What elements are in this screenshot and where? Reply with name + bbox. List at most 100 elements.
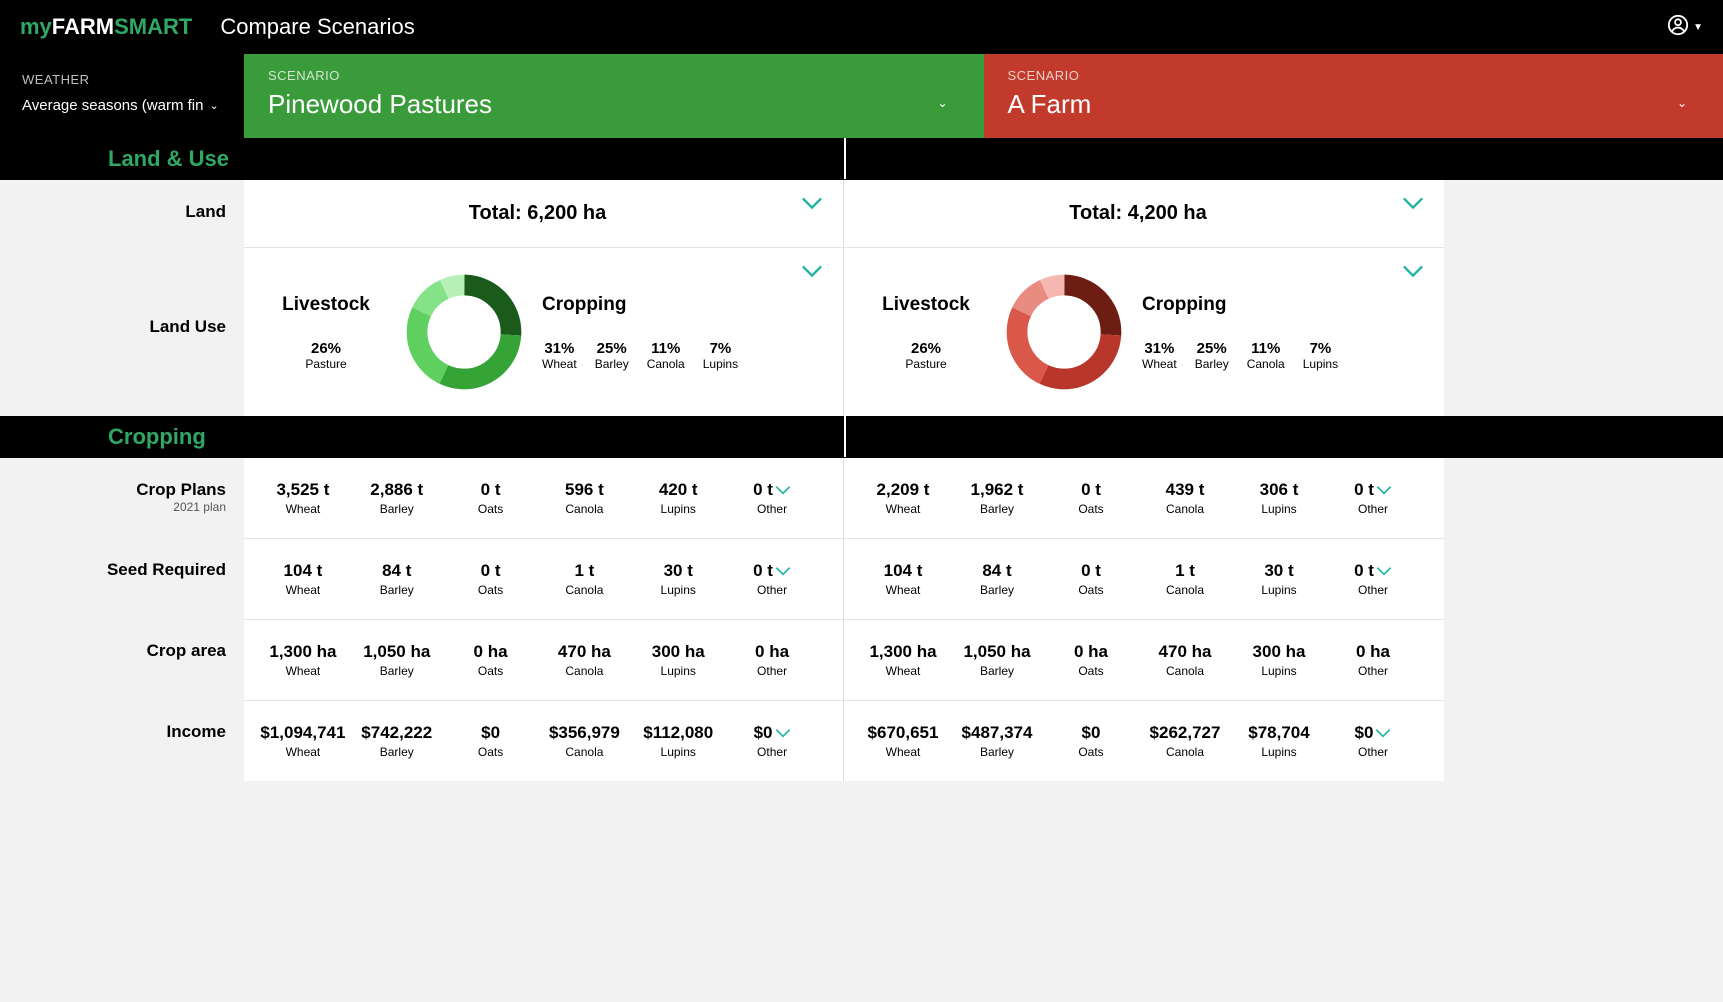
row-label-income: Income <box>0 700 244 781</box>
crop-value-cell: 0 haOats <box>1044 642 1138 678</box>
crop-col-name: Other <box>1326 583 1420 597</box>
weather-dropdown[interactable]: Average seasons (warm fin ⌄ <box>22 97 244 114</box>
land-use-a: Livestock 26% Pasture Cropping 31%Wheat2… <box>244 247 844 416</box>
crop-col-name: Other <box>725 745 819 759</box>
crop-value-cell: $112,080 Lupins <box>631 723 725 759</box>
chevron-down-icon[interactable] <box>775 480 791 500</box>
crop-value: 300 ha <box>1232 642 1326 662</box>
crop-name: Barley <box>595 357 629 371</box>
crop-value: 104 t <box>856 561 950 581</box>
crop-value: 1,050 ha <box>350 642 444 662</box>
scenario-b-label: SCENARIO <box>1008 68 1700 83</box>
crop-value: 0 t <box>1354 561 1374 581</box>
crop-col-name: Wheat <box>856 583 950 597</box>
cropping-header: Cropping <box>1142 294 1420 316</box>
crop-value: $670,651 <box>856 723 950 743</box>
crop-value: 1,300 ha <box>856 642 950 662</box>
crop-col-name: Barley <box>350 583 444 597</box>
crop-col-name: Other <box>1326 502 1420 516</box>
brand-part-farm: FARM <box>52 14 114 39</box>
crop-value-cell: $742,222Barley <box>350 723 444 759</box>
chevron-down-icon: ⌄ <box>1677 96 1687 110</box>
chevron-down-icon[interactable] <box>1376 480 1392 500</box>
section-header-cropping: Cropping <box>0 416 1723 458</box>
user-menu[interactable]: ▼ <box>1667 14 1703 41</box>
crop-value: 1,962 t <box>950 480 1044 500</box>
expand-toggle[interactable] <box>801 194 823 215</box>
land-total-a-value: Total: 6,200 ha <box>256 202 819 225</box>
crop-value-cell: 470 haCanola <box>537 642 631 678</box>
crop-value-cell: 470 haCanola <box>1138 642 1232 678</box>
crop-value-cell: $78,704Lupins <box>1232 723 1326 759</box>
expand-toggle[interactable] <box>801 262 823 283</box>
crop-value: $742,222 <box>350 723 444 743</box>
crop-value-cell: 1,962 tBarley <box>950 480 1044 516</box>
crop-col-name: Other <box>725 502 819 516</box>
crop-value: 0 ha <box>1326 642 1420 662</box>
crop-value: 0 t <box>444 561 538 581</box>
scenario-a-name: Pinewood Pastures <box>268 89 960 120</box>
scenario-b-name: A Farm <box>1008 89 1700 120</box>
crop-value-cell: 84 tBarley <box>350 561 444 597</box>
scenario-b-selector[interactable]: SCENARIO A Farm ⌄ <box>984 54 1723 138</box>
chevron-down-icon[interactable] <box>775 561 791 581</box>
crop-value-cell: 2,886 tBarley <box>350 480 444 516</box>
chevron-down-icon: ⌄ <box>209 99 218 112</box>
chevron-down-icon[interactable] <box>1375 723 1391 743</box>
selector-row: WEATHER Average seasons (warm fin ⌄ SCEN… <box>0 54 1723 138</box>
crop-value: $487,374 <box>950 723 1044 743</box>
crop-col-name: Wheat <box>856 502 950 516</box>
chevron-down-icon[interactable] <box>775 723 791 743</box>
crop-value: 0 t <box>1044 561 1138 581</box>
crop-col-name: Wheat <box>856 745 950 759</box>
crop-name: Wheat <box>1142 357 1177 371</box>
crop-col-name: Lupins <box>1232 583 1326 597</box>
crop-value: $112,080 <box>631 723 725 743</box>
expand-toggle[interactable] <box>1402 194 1424 215</box>
weather-selector: WEATHER Average seasons (warm fin ⌄ <box>0 54 244 138</box>
crop-value-cell: 1 tCanola <box>537 561 631 597</box>
crop-col-name: Lupins <box>631 745 725 759</box>
crop-value-cell: $0Other <box>1326 723 1420 759</box>
crop-value-cell: 0 tOats <box>444 480 538 516</box>
crop_plans-a: 3,525 tWheat2,886 tBarley0 tOats596 tCan… <box>244 458 844 538</box>
crop-value: $356,979 <box>537 723 631 743</box>
section-header-land-use: Land & Use <box>0 138 1723 180</box>
cropping-block-b: Cropping 31%Wheat25%Barley11%Canola7%Lup… <box>1132 294 1420 371</box>
livestock-name: Pasture <box>856 357 996 371</box>
crop-pct: 25% <box>1195 340 1229 357</box>
crop-value: 420 t <box>631 480 725 500</box>
cropping-grid: Crop Plans2021 plan3,525 tWheat2,886 tBa… <box>0 458 1723 781</box>
crop-items-a: 31%Wheat25%Barley11%Canola7%Lupins <box>542 340 819 371</box>
crop-col-name: Canola <box>537 745 631 759</box>
topbar: myFARMSMART Compare Scenarios ▼ <box>0 0 1723 54</box>
crop-value-cell: 0 haOther <box>725 642 819 678</box>
livestock-header: Livestock <box>256 294 396 316</box>
livestock-name: Pasture <box>256 357 396 371</box>
crop-value-cell: 0 t Other <box>725 480 819 516</box>
livestock-pct: 26% <box>856 340 996 357</box>
crop-pct: 7% <box>1303 340 1338 357</box>
expand-toggle[interactable] <box>1402 262 1424 283</box>
crop-value-cell: 104 tWheat <box>256 561 350 597</box>
cropping-block-a: Cropping 31%Wheat25%Barley11%Canola7%Lup… <box>532 294 819 371</box>
chevron-down-icon[interactable] <box>1376 561 1392 581</box>
brand-logo: myFARMSMART <box>20 14 192 40</box>
crop-col-name: Other <box>1326 745 1420 759</box>
crop-col-name: Canola <box>537 664 631 678</box>
land-use-b: Livestock 26% Pasture Cropping 31%Wheat2… <box>844 247 1444 416</box>
crop-pct: 31% <box>1142 340 1177 357</box>
crop-value: 0 t <box>753 480 773 500</box>
crop_plans-b: 2,209 tWheat1,962 tBarley0 tOats439 tCan… <box>844 458 1444 538</box>
crop-value-cell: 1,050 haBarley <box>950 642 1044 678</box>
scenario-a-selector[interactable]: SCENARIO Pinewood Pastures ⌄ <box>244 54 984 138</box>
crop-value-cell: 30 tLupins <box>1232 561 1326 597</box>
crop-value: 596 t <box>537 480 631 500</box>
crop-value: $0 <box>444 723 538 743</box>
crop-col-name: Lupins <box>631 502 725 516</box>
crop-value: 439 t <box>1138 480 1232 500</box>
donut-chart-a <box>402 270 526 394</box>
row-label-crop_plans: Crop Plans2021 plan <box>0 458 244 538</box>
crop_area-a: 1,300 haWheat1,050 haBarley0 haOats470 h… <box>244 619 844 700</box>
crop-value-cell: $0Oats <box>444 723 538 759</box>
